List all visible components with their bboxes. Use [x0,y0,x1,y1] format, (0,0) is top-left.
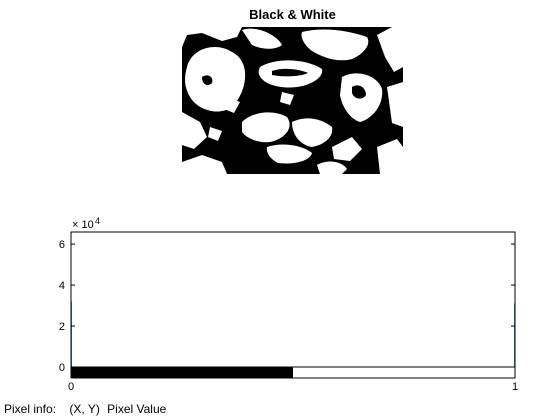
y-axis-exponent-base: × 10 [72,219,94,231]
pixel-info-coordinates: (X, Y) [69,402,100,416]
x-tick-label: 0 [68,381,74,393]
y-axis-exponent-power: 4 [95,216,100,226]
image-title: Black & White [249,7,336,22]
y-tick-label: 4 [59,280,65,292]
y-axis-ticks: 6 4 2 0 [59,239,515,374]
pixel-info-value: Pixel Value [107,402,167,416]
binary-image-drawing [182,27,403,174]
binary-image [182,27,403,174]
pixel-info-label: Pixel info: [4,402,57,416]
y-tick-label: 0 [59,362,65,374]
pixel-info-bar: Pixel info: (X, Y) Pixel Value [4,402,170,416]
y-tick-label: 6 [59,239,65,251]
histogram-axes-box [70,231,516,379]
colorbar-black-segment [71,367,293,378]
histogram-bars [71,301,515,367]
y-tick-label: 2 [59,321,65,333]
x-tick-label: 1 [512,381,518,393]
